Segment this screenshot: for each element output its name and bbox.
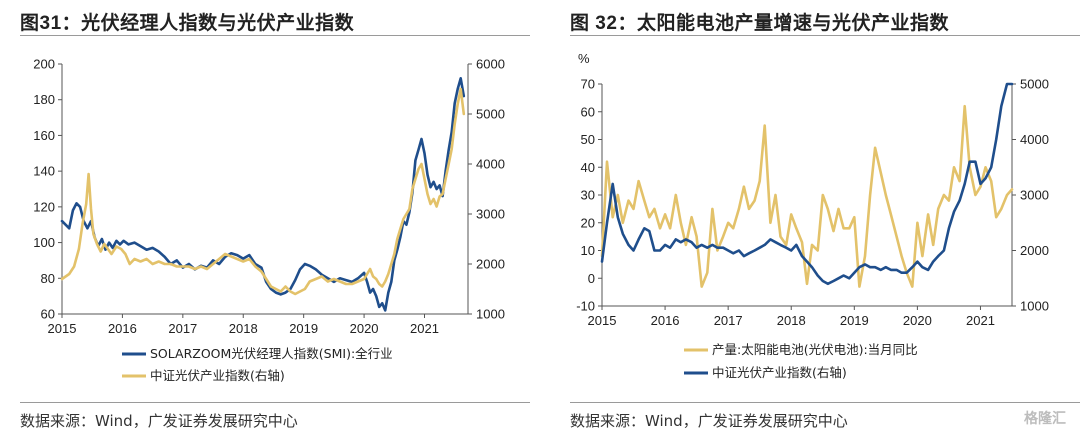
x-tick-label: 2016 bbox=[108, 321, 137, 336]
figure-31-panel: 图31：光伏经理人指数与光伏产业指数 60 80 100 120 140 160 180 20… bbox=[10, 0, 530, 434]
y-left-tick-label: 180 bbox=[33, 92, 55, 107]
y-left-tick-label: 140 bbox=[33, 164, 55, 179]
y-right-tick-label: 3000 bbox=[1020, 188, 1049, 203]
y-right-tick-label: 2000 bbox=[476, 257, 505, 272]
y-right-tick-label: 5000 bbox=[1020, 77, 1049, 92]
x-tick-label: 2018 bbox=[777, 313, 806, 328]
x-tick-label: 2017 bbox=[714, 313, 743, 328]
figure-32-panel: 图 32：太阳能电池产量增速与光伏产业指数 -10 0 10 20 30 40 50 60 70… bbox=[560, 0, 1080, 434]
legend-label-2: 中证光伏产业指数(右轴) bbox=[712, 365, 847, 380]
y-right-tick-label: 4000 bbox=[1020, 132, 1049, 147]
x-tick-label: 2015 bbox=[588, 313, 617, 328]
y-left-tick-label: 50 bbox=[581, 132, 595, 147]
y-left-tick-label: 20 bbox=[581, 215, 595, 230]
series-line-2 bbox=[600, 82, 1014, 286]
y-right-tick-label: 5000 bbox=[476, 107, 505, 122]
figure-31-title: 图31：光伏经理人指数与光伏产业指数 bbox=[20, 8, 354, 35]
figure-31-chart: 60 80 100 120 140 160 180 200 1000 2000 3000 4000 50… bbox=[33, 57, 505, 384]
y-left-tick-label: 30 bbox=[581, 188, 595, 203]
figure-32-title-separator: ： bbox=[617, 12, 637, 34]
y-left-tick-label: 120 bbox=[33, 199, 55, 214]
figure-32-chart: -10 0 10 20 30 40 50 60 70 1000 2000 3000 4000 5000 20… bbox=[576, 51, 1049, 380]
figure-32-top-rule bbox=[570, 35, 1080, 36]
legend-label-1: 产量:太阳能电池(光伏电池):当月同比 bbox=[712, 342, 918, 357]
y-left-tick-label: 200 bbox=[33, 57, 55, 72]
x-tick-label: 2019 bbox=[840, 313, 869, 328]
y-right-tick-label: 1000 bbox=[476, 307, 505, 322]
legend-label-1: SOLARZOOM光伏经理人指数(SMI):全行业 bbox=[150, 346, 393, 361]
watermark-logo: 格隆汇 bbox=[1024, 411, 1066, 427]
y-left-tick-label: 60 bbox=[581, 104, 595, 119]
y-left-tick-label: 60 bbox=[41, 307, 55, 322]
figure-31-bottom-rule bbox=[20, 402, 530, 403]
y-left-tick-label: 80 bbox=[41, 271, 55, 286]
figure-32-title-prefix: 图 bbox=[570, 12, 590, 34]
y-right-tick-label: 2000 bbox=[1020, 243, 1049, 258]
figure-31-top-rule bbox=[20, 35, 530, 36]
figure-32-source: 数据来源：Wind，广发证券发展研究中心 bbox=[570, 412, 848, 430]
y-left-tick-label: 40 bbox=[581, 160, 595, 175]
x-tick-label: 2019 bbox=[289, 321, 318, 336]
x-tick-label: 2021 bbox=[966, 313, 995, 328]
y-right-tick-label: 6000 bbox=[476, 57, 505, 72]
y-right-tick-label: 1000 bbox=[1020, 299, 1049, 314]
x-tick-label: 2016 bbox=[651, 313, 680, 328]
figure-31-title-text: 光伏经理人指数与光伏产业指数 bbox=[81, 12, 355, 34]
y-left-unit-label: % bbox=[578, 51, 590, 66]
series-line-1 bbox=[600, 104, 1014, 288]
figure-31-title-prefix: 图 bbox=[20, 12, 40, 34]
figure-32-title-text: 太阳能电池产量增速与光伏产业指数 bbox=[636, 12, 949, 34]
y-left-tick-label: 160 bbox=[33, 128, 55, 143]
y-left-tick-label: 10 bbox=[581, 243, 595, 258]
legend-label-2: 中证光伏产业指数(右轴) bbox=[150, 368, 285, 383]
series-line-2 bbox=[60, 87, 466, 296]
x-tick-label: 2020 bbox=[903, 313, 932, 328]
figure-31-title-separator: ： bbox=[61, 12, 82, 34]
y-left-tick-label: 100 bbox=[33, 235, 55, 250]
y-left-tick-label: -10 bbox=[576, 299, 595, 314]
y-right-tick-label: 3000 bbox=[476, 207, 505, 222]
x-tick-label: 2020 bbox=[350, 321, 379, 336]
figure-31-source: 数据来源：Wind，广发证券发展研究中心 bbox=[20, 412, 298, 430]
x-tick-label: 2018 bbox=[229, 321, 258, 336]
figure-32-title: 图 32：太阳能电池产量增速与光伏产业指数 bbox=[570, 8, 949, 35]
y-right-tick-label: 4000 bbox=[476, 157, 505, 172]
x-tick-label: 2021 bbox=[410, 321, 439, 336]
x-tick-label: 2015 bbox=[48, 321, 77, 336]
figure-31-title-number: 31 bbox=[39, 13, 62, 34]
y-left-tick-label: 70 bbox=[581, 77, 595, 92]
figure-32-title-number: 32 bbox=[589, 13, 618, 34]
series-line-1 bbox=[60, 76, 466, 312]
y-left-tick-label: 0 bbox=[588, 271, 595, 286]
x-tick-label: 2017 bbox=[168, 321, 197, 336]
figure-32-bottom-rule bbox=[570, 402, 1080, 403]
